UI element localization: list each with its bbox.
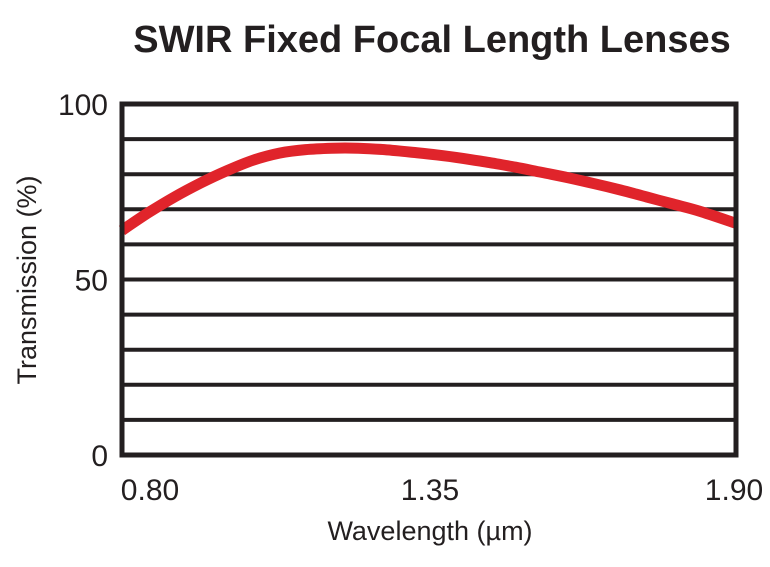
x-tick-label: 0.80 [121, 474, 179, 507]
series-group [118, 142, 738, 235]
chart-title: SWIR Fixed Focal Length Lenses [133, 19, 731, 61]
series-line-0 [118, 142, 738, 235]
x-tick-label: 1.90 [705, 474, 763, 507]
y-tick-label: 50 [75, 265, 108, 298]
y-axis-label: Transmission (%) [12, 175, 42, 384]
plot-frame [119, 101, 739, 458]
x-tick-labels: 0.80 1.35 1.90 [121, 474, 763, 507]
x-axis-label: Wavelength (µm) [327, 516, 532, 546]
y-tick-label: 0 [91, 440, 108, 473]
x-tick-label: 1.35 [401, 474, 459, 507]
y-tick-labels: 0 50 100 [58, 89, 108, 473]
grid-lines [122, 137, 736, 422]
y-tick-label: 100 [58, 89, 108, 122]
